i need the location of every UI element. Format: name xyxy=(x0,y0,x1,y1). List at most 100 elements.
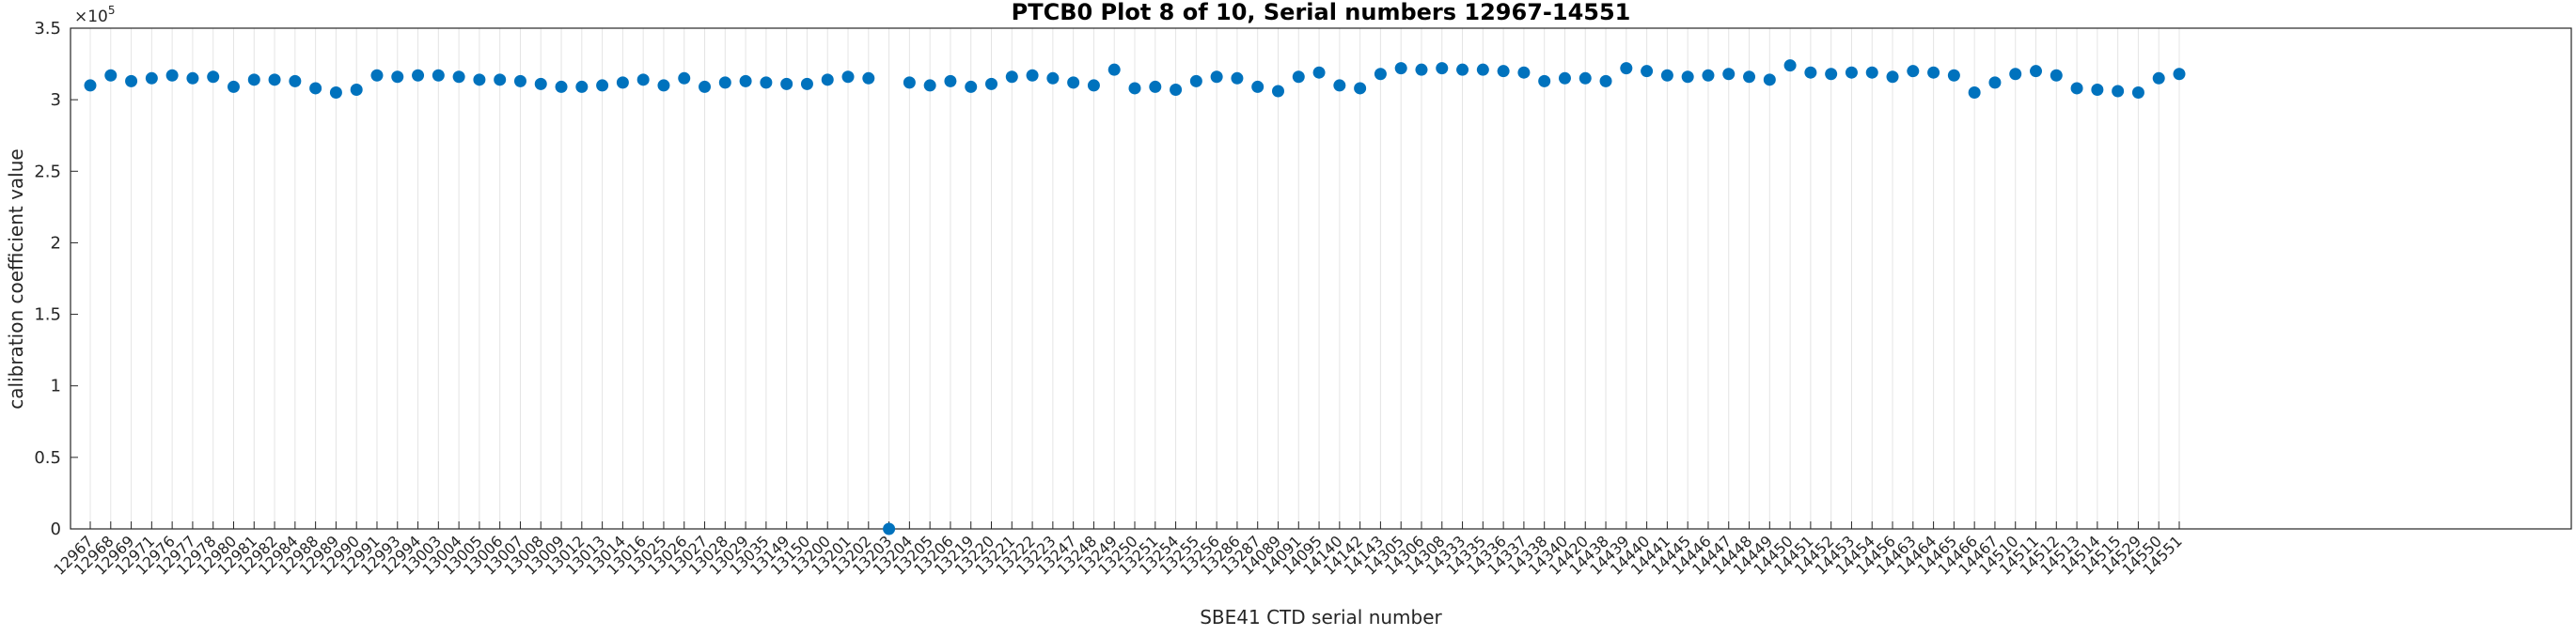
data-point xyxy=(1538,74,1551,87)
data-point xyxy=(1292,70,1305,84)
data-point xyxy=(289,74,302,87)
data-point xyxy=(657,79,670,92)
data-point xyxy=(2091,83,2104,96)
data-point xyxy=(800,77,813,90)
data-point xyxy=(1641,65,1654,78)
data-point xyxy=(1558,71,1571,85)
data-point xyxy=(1865,66,1878,79)
data-point xyxy=(1251,80,1264,93)
axes-box xyxy=(70,27,2572,530)
data-points-layer xyxy=(84,59,2186,535)
data-point xyxy=(370,69,384,82)
data-point xyxy=(2173,68,2186,81)
data-point xyxy=(494,73,507,86)
data-point xyxy=(186,71,199,85)
data-point xyxy=(1354,82,1367,95)
data-point xyxy=(821,73,834,86)
y-tick-label: 0 xyxy=(51,520,61,539)
data-point xyxy=(1210,70,1223,84)
data-point xyxy=(2009,68,2022,81)
data-point xyxy=(760,76,773,89)
data-point xyxy=(1170,83,1183,96)
data-point xyxy=(309,82,322,95)
y-tick-label: 2 xyxy=(51,233,61,253)
data-point xyxy=(2050,69,2063,82)
data-point xyxy=(1312,66,1326,79)
data-point xyxy=(1804,66,1817,79)
data-point xyxy=(1149,80,1162,93)
data-point xyxy=(596,79,609,92)
data-point xyxy=(575,80,589,93)
chart-title: PTCB0 Plot 8 of 10, Serial numbers 12967… xyxy=(1012,0,1631,25)
data-point xyxy=(1436,62,1449,75)
exponent-power: 5 xyxy=(108,4,116,17)
data-point xyxy=(2152,71,2165,85)
data-point xyxy=(1456,63,1469,76)
y-axis-exponent-label: ×105 xyxy=(74,4,116,26)
data-point xyxy=(125,74,138,87)
data-point xyxy=(104,69,118,82)
data-point xyxy=(227,80,240,93)
data-point xyxy=(1517,66,1531,79)
data-point xyxy=(2131,86,2144,100)
data-point xyxy=(452,70,465,84)
data-point xyxy=(412,69,425,82)
data-point xyxy=(432,69,445,82)
data-point xyxy=(165,69,179,82)
data-point xyxy=(1189,74,1202,87)
data-point xyxy=(1681,70,1694,84)
data-point xyxy=(1763,73,1776,86)
data-point xyxy=(1947,69,1960,82)
data-point xyxy=(1476,63,1489,76)
data-point xyxy=(1988,76,2002,89)
data-point xyxy=(329,86,342,100)
data-point xyxy=(1333,79,1346,92)
data-point xyxy=(1087,79,1100,92)
data-point xyxy=(1005,70,1018,84)
exponent-base: ×10 xyxy=(74,8,108,26)
data-point xyxy=(1927,66,1940,79)
data-point xyxy=(1374,68,1387,81)
data-point xyxy=(862,71,875,85)
data-point xyxy=(841,70,855,84)
data-point xyxy=(534,77,547,90)
y-tick-label: 1.5 xyxy=(34,305,61,325)
data-point xyxy=(780,77,793,90)
data-point xyxy=(555,80,568,93)
data-point xyxy=(1660,69,1673,82)
data-point xyxy=(1620,62,1633,75)
data-point xyxy=(1886,70,1899,84)
data-point xyxy=(1128,82,1141,95)
data-point xyxy=(1107,63,1121,76)
data-point xyxy=(1825,68,1838,81)
data-point xyxy=(84,79,97,92)
data-point xyxy=(923,79,936,92)
data-point xyxy=(636,73,650,86)
data-point xyxy=(678,71,691,85)
data-point xyxy=(247,73,260,86)
data-point xyxy=(2070,82,2083,95)
grid-layer xyxy=(89,28,2180,529)
data-point xyxy=(1026,69,1039,82)
y-tick-label: 0.5 xyxy=(34,448,61,468)
data-point xyxy=(268,73,281,86)
data-point xyxy=(2030,65,2043,78)
data-point xyxy=(145,71,158,85)
data-point xyxy=(699,80,712,93)
data-point xyxy=(391,70,404,84)
data-point xyxy=(1231,71,1244,85)
data-point xyxy=(1067,76,1080,89)
data-point xyxy=(1394,62,1407,75)
data-point xyxy=(1722,68,1736,81)
data-point xyxy=(985,77,998,90)
data-point xyxy=(1599,74,1612,87)
data-point xyxy=(1497,65,1510,78)
data-point xyxy=(1783,59,1797,72)
axes-layer xyxy=(70,27,2572,530)
data-point xyxy=(739,74,752,87)
x-axis-label: SBE41 CTD serial number xyxy=(1200,606,1442,628)
data-point xyxy=(718,76,731,89)
data-point xyxy=(1702,69,1715,82)
